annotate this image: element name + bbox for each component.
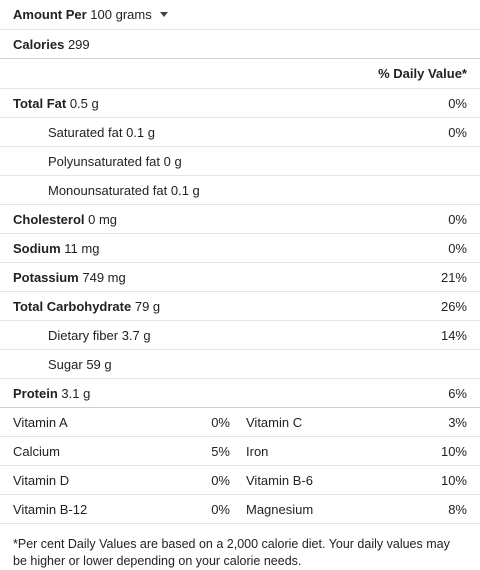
nutrient-amount: 3.1 g	[61, 385, 91, 401]
amount-per-row: Amount Per 100 grams	[0, 0, 480, 30]
vitamin-cell: Vitamin B-6 10%	[240, 466, 480, 494]
nutrient-dv: 0%	[448, 240, 467, 256]
nutrient-label: Sodium	[13, 240, 61, 256]
vitamin-row: Vitamin B-12 0% Magnesium 8%	[0, 495, 480, 524]
vitamin-name: Vitamin D	[13, 472, 70, 488]
vitamin-dv: 3%	[448, 414, 467, 430]
nutrient-row-cholesterol: Cholesterol 0 mg 0%	[0, 205, 480, 234]
vitamin-cell: Vitamin C 3%	[240, 408, 480, 436]
vitamin-row: Calcium 5% Iron 10%	[0, 437, 480, 466]
nutrient-amount: 79 g	[134, 298, 161, 314]
nutrient-label: Saturated fat	[48, 124, 123, 140]
nutrient-row-saturated-fat: Saturated fat 0.1 g 0%	[0, 118, 480, 147]
nutrient-label: Dietary fiber	[48, 327, 119, 343]
vitamin-row: Vitamin A 0% Vitamin C 3%	[0, 408, 480, 437]
vitamin-name: Vitamin C	[246, 414, 303, 430]
nutrient-label: Potassium	[13, 269, 79, 285]
nutrient-row-protein: Protein 3.1 g 6%	[0, 379, 480, 408]
nutrient-amount: 0.1 g	[170, 182, 200, 198]
vitamin-dv: 10%	[440, 472, 467, 488]
daily-value-header: % Daily Value*	[0, 59, 480, 89]
calories-label: Calories	[13, 36, 65, 52]
nutrient-row-total-carbohydrate: Total Carbohydrate 79 g 26%	[0, 292, 480, 321]
vitamin-name: Calcium	[13, 443, 60, 459]
amount-selector[interactable]: Amount Per 100 grams	[13, 7, 168, 22]
vitamin-dv: 0%	[211, 501, 230, 517]
amount-label: Amount Per	[13, 7, 87, 22]
nutrient-dv: 21%	[440, 269, 467, 285]
nutrient-amount: 3.7 g	[121, 327, 151, 343]
vitamin-cell: Vitamin D 0%	[0, 466, 240, 494]
nutrient-amount: 0 mg	[88, 211, 118, 227]
nutrient-amount: 59 g	[86, 356, 112, 372]
calories-value: 299	[67, 36, 90, 52]
nutrient-label: Sugar	[48, 356, 83, 372]
daily-value-footnote: *Per cent Daily Values are based on a 2,…	[13, 537, 450, 568]
nutrient-row-polyunsaturated-fat: Polyunsaturated fat 0 g	[0, 147, 480, 176]
vitamin-name: Vitamin B-12	[13, 501, 88, 517]
nutrient-row-potassium: Potassium 749 mg 21%	[0, 263, 480, 292]
vitamin-cell: Vitamin B-12 0%	[0, 495, 240, 523]
nutrient-label: Monounsaturated fat	[48, 182, 168, 198]
nutrient-dv: 26%	[440, 298, 467, 314]
nutrient-row-sugar: Sugar 59 g	[0, 350, 480, 379]
nutrient-amount: 0 g	[163, 153, 182, 169]
nutrient-dv: 0%	[448, 95, 467, 111]
amount-unit: 100 grams	[90, 7, 152, 22]
vitamin-name: Iron	[246, 443, 269, 459]
vitamin-cell: Magnesium 8%	[240, 495, 480, 523]
nutrient-row-sodium: Sodium 11 mg 0%	[0, 234, 480, 263]
nutrient-dv: 6%	[448, 385, 467, 401]
nutrient-row-monounsaturated-fat: Monounsaturated fat 0.1 g	[0, 176, 480, 205]
nutrient-amount: 0.5 g	[69, 95, 99, 111]
calories-row: Calories 299	[0, 30, 480, 59]
nutrient-row-dietary-fiber: Dietary fiber 3.7 g 14%	[0, 321, 480, 350]
caret-down-icon[interactable]	[159, 12, 168, 17]
vitamin-name: Magnesium	[246, 501, 314, 517]
vitamin-cell: Vitamin A 0%	[0, 408, 240, 436]
vitamin-name: Vitamin A	[13, 414, 68, 430]
vitamin-dv: 0%	[211, 414, 230, 430]
nutrient-label: Protein	[13, 385, 58, 401]
nutrient-row-total-fat: Total Fat 0.5 g 0%	[0, 89, 480, 118]
vitamin-dv: 5%	[211, 443, 230, 459]
vitamin-dv: 0%	[211, 472, 230, 488]
vitamin-row: Vitamin D 0% Vitamin B-6 10%	[0, 466, 480, 495]
nutrient-dv: 0%	[448, 211, 467, 227]
vitamin-cell: Calcium 5%	[0, 437, 240, 465]
vitamin-name: Vitamin B-6	[246, 472, 313, 488]
vitamin-dv: 8%	[448, 501, 467, 517]
nutrient-label: Polyunsaturated fat	[48, 153, 161, 169]
vitamin-dv: 10%	[440, 443, 467, 459]
nutrient-amount: 749 mg	[82, 269, 126, 285]
nutrient-dv: 0%	[448, 124, 467, 140]
nutrient-amount: 0.1 g	[126, 124, 155, 140]
daily-value-header-label: % Daily Value*	[378, 66, 467, 81]
nutrient-label: Total Carbohydrate	[13, 298, 132, 314]
nutrient-amount: 11 mg	[64, 240, 100, 256]
vitamin-cell: Iron 10%	[240, 437, 480, 465]
nutrient-dv: 14%	[440, 327, 467, 343]
nutrient-label: Total Fat	[13, 95, 67, 111]
nutrient-label: Cholesterol	[13, 211, 85, 227]
